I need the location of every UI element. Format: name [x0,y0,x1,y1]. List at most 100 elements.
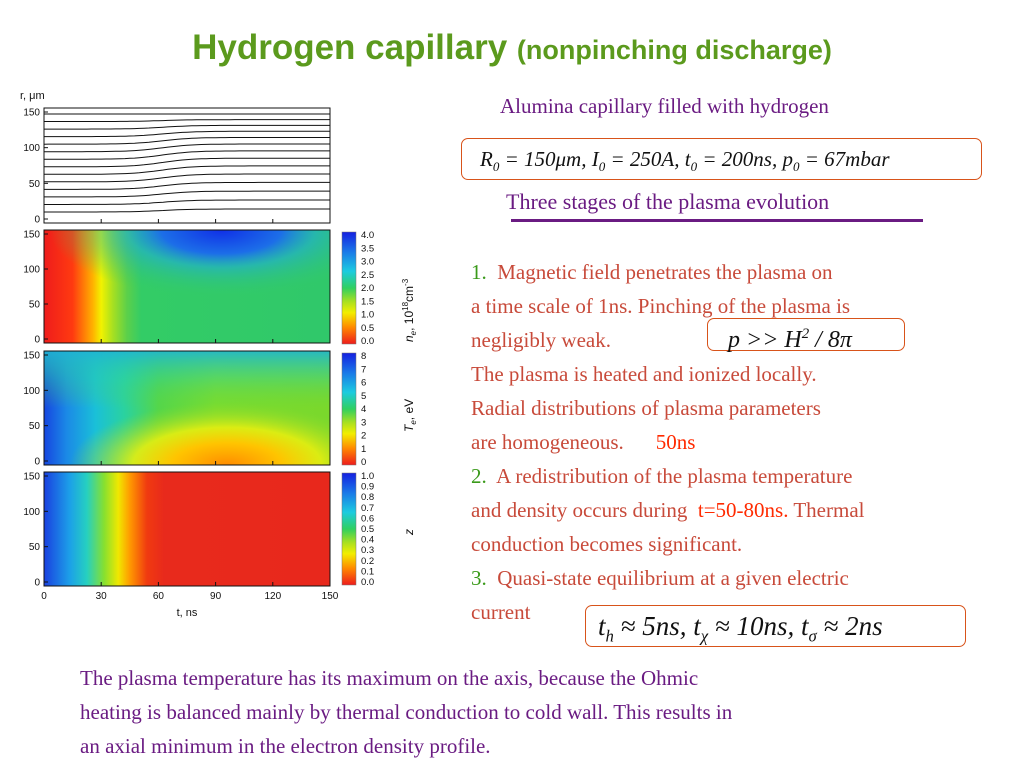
parameters-formula: R0 = 150μm, I0 = 250A, t0 = 200ns, p0 = … [461,138,982,180]
t-tick-label: 30 [96,591,108,602]
radius-trajectory-line [44,181,330,190]
times-formula: th ≈ 5ns, tχ ≈ 10ns, tσ ≈ 2ns [585,605,966,647]
stage3-line1: Quasi-state equilibrium at a given elect… [497,566,849,590]
r-tick-label: 50 [29,179,41,190]
colorbar-tick-label: 0.3 [361,545,374,556]
stage2-line2b: Thermal [793,498,865,522]
r-tick-label: 150 [23,351,40,362]
radius-trajectory-line [44,119,330,122]
colorbar-tick-label: 1.0 [361,310,374,321]
colorbar-tick-label: 0.6 [361,513,374,524]
stages-heading: Three stages of the plasma evolution [506,189,830,214]
stage2-line2a: and density occurs during [471,498,688,522]
density-label: ne, 1018cm-3 [401,278,418,342]
colorbar-tick-label: 0.0 [361,577,374,588]
colorbar-tick-label: 3.0 [361,257,374,268]
temperature-label: Te, eV [402,399,418,432]
conclusion-line2: heating is balanced mainly by thermal co… [80,700,733,724]
capillary-description: Alumina capillary filled with hydrogen [500,94,829,118]
conclusion-text: The plasma temperature has its maximum o… [80,661,732,763]
radius-trajectory-line [44,124,330,130]
radius-trajectory-line [43,137,330,145]
colorbar-tick-label: 8 [361,351,366,362]
t-tick-label: 90 [210,591,222,602]
colorbar-tick-label: 0.4 [361,535,374,546]
colorbar-tick-label: 3 [361,417,366,428]
ionization-map: 150 100 50 0 [23,471,331,589]
r-tick-label: 50 [29,542,41,553]
slide-title: Hydrogen capillary (nonpinching discharg… [0,28,1024,68]
r-tick-label: 0 [34,215,40,226]
t-axis-label: t, ns [177,607,198,619]
r-tick-label: 0 [34,457,40,468]
r-tick-label: 150 [23,230,40,241]
r-tick-label: 100 [23,265,40,276]
r-tick-label: 0 [34,578,40,589]
colorbar-tick-label: 3.5 [361,243,374,254]
stage3-line2: current [471,600,531,624]
radius-trajectory-line [44,165,330,175]
stage1-line4: The plasma is heated and ionized locally… [471,362,817,386]
colorbar-tick-label: 0.7 [361,503,374,514]
radius-trajectory-line [44,199,330,205]
stage2-number: 2. [471,464,487,488]
stage1-line5: Radial distributions of plasma parameter… [471,396,821,420]
r-tick-label: 150 [23,108,40,119]
stage1-line3: negligibly weak. [471,328,611,352]
colorbar-tick-label: 1.5 [361,296,374,307]
stage3-number: 3. [471,566,487,590]
radius-trajectory-line [44,208,330,213]
colorbar-tick-label: 1 [361,444,366,455]
colorbar-tick-label: 4 [361,404,366,415]
r-tick-label: 100 [23,386,40,397]
stage1-number: 1. [471,260,487,284]
stage1-line1: Magnetic field penetrates the plasma on [497,260,833,284]
colorbar-tick-label: 2.5 [361,270,374,281]
r-tick-label: 150 [23,472,40,483]
radius-trajectory-line [44,190,330,198]
colorbar-tick-label: 2 [361,431,366,442]
r-tick-label: 100 [23,143,40,154]
radius-trajectory-line [44,143,330,153]
temperature-map: 150 100 50 0 [23,350,331,468]
pressure-formula: p >> H2 / 8π [707,318,905,353]
r-tick-label: 50 [29,300,41,311]
colorbar-tick-label: 6 [361,378,366,389]
radius-trajectory-line [44,130,330,138]
colorbar-tick-label: 0 [361,457,366,468]
stage1-line2: a time scale of 1ns. Pinching of the pla… [471,294,851,318]
t-tick-label: 150 [322,591,339,602]
r-axis-label: r, μm [20,90,45,102]
conclusion-line1: The plasma temperature has its maximum o… [80,666,699,690]
stage1-line6: are homogeneous. [471,430,624,454]
colorbar-tick-label: 0.1 [361,566,374,577]
title-sub: (nonpinching discharge) [516,35,832,65]
t-tick-label: 0 [41,591,47,602]
stage1-time: 50ns [655,430,696,454]
r-tick-label: 0 [34,335,40,346]
colorbar-tick-label: 0.5 [361,524,374,535]
radius-lines-panel: 150 100 50 0 [23,107,331,226]
radius-trajectory-line [44,157,330,168]
stages-text: 1. Magnetic field penetrates the plasma … [471,255,1011,629]
conclusion-line3: an axial minimum in the electron density… [80,734,491,758]
colorbar-tick-label: 1.0 [361,471,374,482]
colorbar-tick-label: 4.0 [361,230,374,241]
stage2-line3: conduction becomes significant. [471,532,743,556]
stage2-time: t=50-80ns. [697,498,789,522]
ionization-colorbar [341,472,357,586]
temperature-colorbar [341,352,357,466]
colorbar-tick-label: 0.5 [361,323,374,334]
radius-trajectory-line [44,150,330,160]
t-tick-label: 120 [264,591,281,602]
r-tick-label: 50 [29,421,41,432]
colorbar-tick-label: 7 [361,364,366,375]
colorbar-tick-label: 5 [361,391,366,402]
colorbar-tick-label: 0.2 [361,556,374,567]
colorbar-tick-label: 0.0 [361,336,374,347]
colorbar-tick-label: 0.8 [361,492,374,503]
colorbar-tick-label: 0.9 [361,482,374,493]
radius-trajectory-line [44,173,330,183]
stage2-line1: A redistribution of the plasma temperatu… [496,464,853,488]
